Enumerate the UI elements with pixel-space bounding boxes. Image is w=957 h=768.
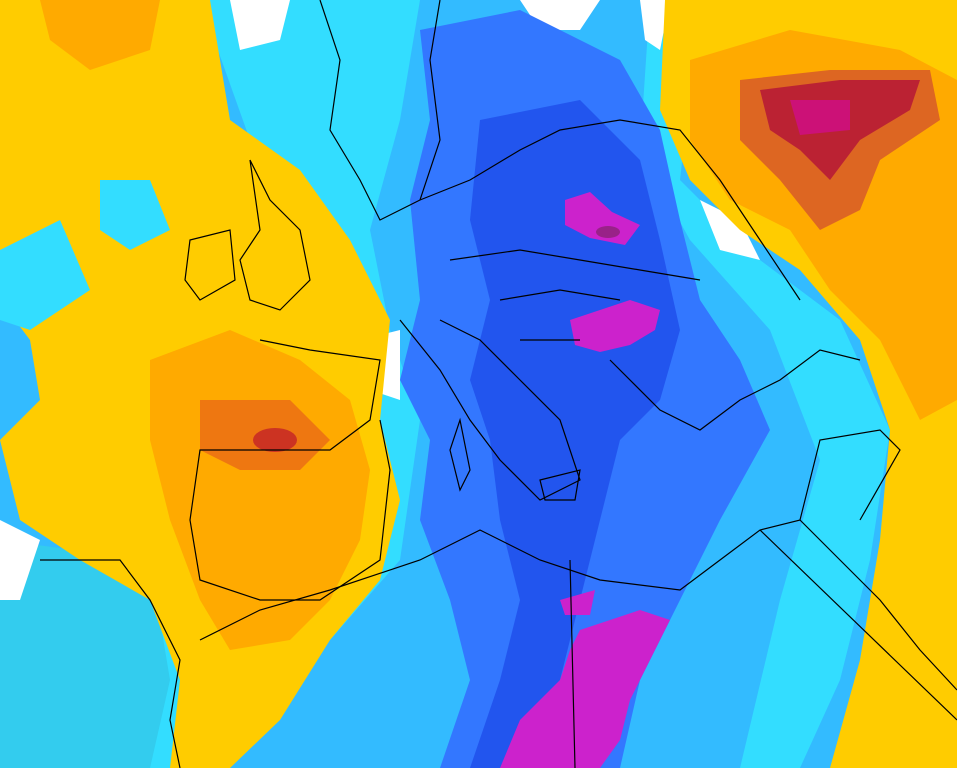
coastline-africa-north [199,519,957,691]
cold-core-dark [596,226,620,238]
cyan-zone [0,540,170,768]
cyan-zone [640,0,890,768]
borders-central [419,119,801,301]
warm-core-magenta [790,100,850,135]
coastline-west [189,339,391,601]
cold-core [500,590,670,768]
cold-zone-deep [470,100,680,768]
warm-zone-orange [40,0,160,70]
coastline-italy [399,319,581,501]
coastline-britain [239,159,311,311]
cyan-zone [0,180,170,330]
cold-core [565,192,640,245]
cold-core [570,300,660,352]
coastline-africa-west [40,559,181,768]
coastlines [40,0,957,768]
coastline-ireland [184,229,236,301]
coastline-levant [799,429,901,521]
coastline-balkans [609,349,861,431]
borders [449,249,957,768]
coastline-scandinavia [319,0,441,221]
warm-core [253,428,297,452]
islands [449,417,581,501]
